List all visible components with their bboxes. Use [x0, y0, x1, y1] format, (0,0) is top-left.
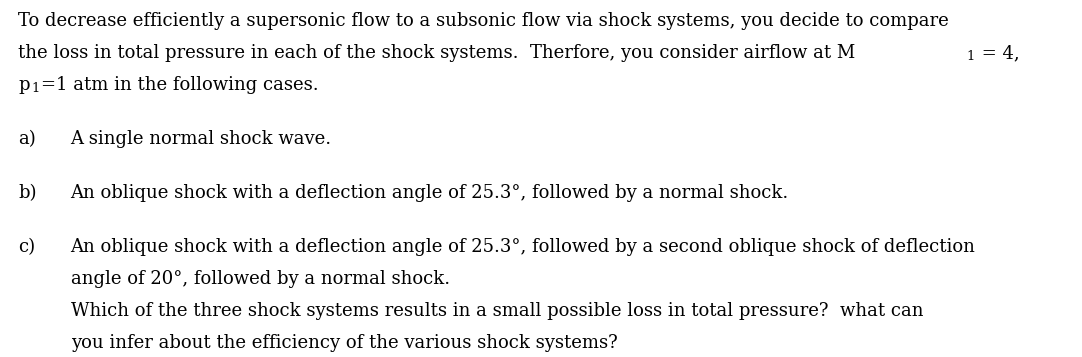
- Text: p: p: [18, 76, 29, 94]
- Text: =1 atm in the following cases.: =1 atm in the following cases.: [41, 76, 318, 94]
- Text: Which of the three shock systems results in a small possible loss in total press: Which of the three shock systems results…: [70, 302, 922, 320]
- Text: To decrease efficiently a supersonic flow to a subsonic flow via shock systems, : To decrease efficiently a supersonic flo…: [18, 12, 948, 30]
- Text: a): a): [18, 130, 36, 148]
- Text: 1: 1: [31, 82, 40, 95]
- Text: 1: 1: [966, 50, 974, 63]
- Text: the loss in total pressure in each of the shock systems.  Therfore, you consider: the loss in total pressure in each of th…: [18, 44, 855, 62]
- Text: An oblique shock with a deflection angle of 25.3°, followed by a normal shock.: An oblique shock with a deflection angle…: [70, 184, 788, 202]
- Text: = 4,: = 4,: [975, 44, 1018, 62]
- Text: angle of 20°, followed by a normal shock.: angle of 20°, followed by a normal shock…: [70, 270, 449, 288]
- Text: you infer about the efficiency of the various shock systems?: you infer about the efficiency of the va…: [70, 334, 617, 352]
- Text: A single normal shock wave.: A single normal shock wave.: [70, 130, 331, 148]
- Text: An oblique shock with a deflection angle of 25.3°, followed by a second oblique : An oblique shock with a deflection angle…: [70, 238, 975, 256]
- Text: b): b): [18, 184, 37, 202]
- Text: c): c): [18, 238, 36, 256]
